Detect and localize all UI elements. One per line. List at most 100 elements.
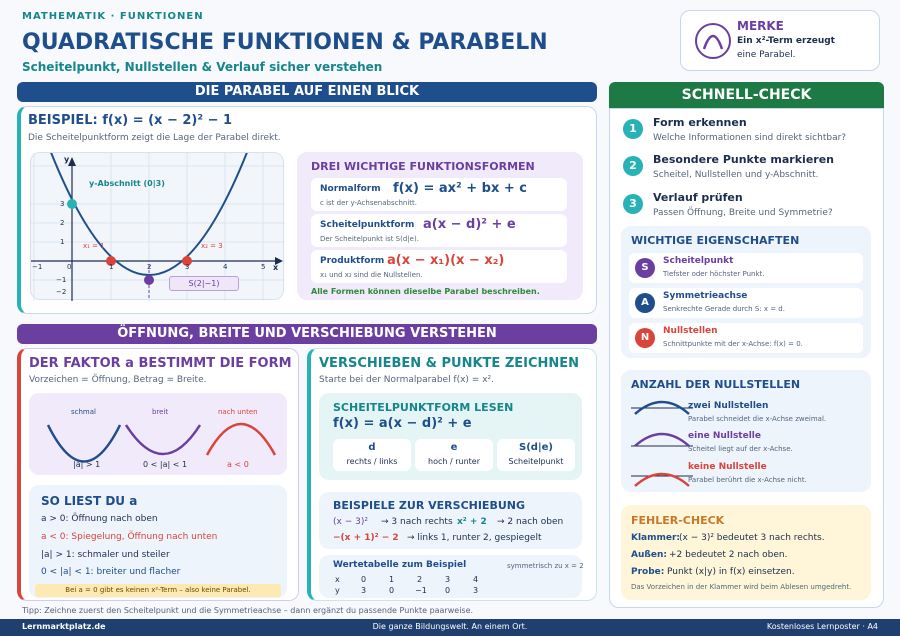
table-cell: 1	[389, 575, 395, 584]
form-note: x₁ und x₂ sind die Nullstellen.	[320, 271, 423, 279]
curve-condition: |a| > 1	[73, 460, 101, 469]
forms-box: DREI WICHTIGE FUNKTIONSFORMEN Normalform…	[297, 152, 583, 300]
error-label: Außen:	[631, 550, 667, 560]
merke-text-2: eine Parabel.	[737, 50, 796, 60]
zeros-item-desc: Parabel schneidet die x-Achse zweimal.	[688, 415, 827, 423]
example-formula: (x − 3)²	[333, 517, 368, 527]
x-tick: −1	[32, 263, 43, 271]
rule-item: a > 0: Öffnung nach oben	[41, 514, 158, 524]
page-subtitle: Scheitelpunkt, Nullstellen & Verlauf sic…	[22, 60, 383, 74]
zeros-title: ANZAHL DER NULLSTELLEN	[631, 378, 801, 391]
form-formula: f(x) = ax² + bx + c	[393, 181, 528, 196]
props-box: WICHTIGE EIGENSCHAFTEN S Scheitelpunkt T…	[621, 226, 871, 358]
step-number: 1	[623, 119, 643, 139]
graph-panel: y x y-Abschnitt (0|3) x₁ = 1 x₂ = 3 S(2|…	[30, 152, 285, 301]
form-formula: a(x − d)² + e	[423, 217, 516, 232]
zeros-icons	[631, 400, 693, 487]
zeros-item-desc: Scheitel liegt auf der x-Achse.	[688, 445, 793, 453]
prop-letter: A	[635, 293, 655, 313]
error-label: Klammer:	[631, 533, 681, 543]
step-title: Besondere Punkte markieren	[653, 153, 834, 166]
y-tick: 1	[60, 238, 65, 246]
factor-curves-box: schmal breit nach unten |a| > 1 0 < |a| …	[29, 393, 287, 475]
table-cell: 4	[473, 575, 479, 584]
table-cell: 0	[389, 586, 395, 595]
header-kicker: MATHEMATIK · FUNKTIONEN	[22, 11, 204, 22]
y-tick: 2	[60, 219, 65, 227]
section1-bar: DIE PARABEL AUF EINEN BLICK	[17, 82, 597, 102]
prop-desc: Senkrechte Gerade durch S: x = d.	[663, 305, 785, 313]
example-formula: −(x + 1)² − 2	[333, 533, 399, 543]
example-effect: → 3 nach rechts	[381, 517, 453, 527]
x-tick: 0	[67, 263, 72, 271]
example-title: BEISPIEL: f(x) = (x − 2)² − 1	[28, 113, 233, 128]
page-title: QUADRATISCHE FUNKTIONEN & PARABELN	[22, 30, 548, 55]
x-tick: 3	[185, 263, 190, 271]
step-desc: Passen Öffnung, Breite und Symmetrie?	[653, 208, 833, 218]
zeros-item-title: eine Nullstelle	[688, 431, 761, 441]
value-table-note: symmetrisch zu x = 2	[507, 562, 584, 570]
vertex-label: S(2|−1)	[169, 276, 239, 291]
footer-bar	[0, 619, 900, 636]
step-number: 3	[623, 194, 643, 214]
form-name: Normalform	[320, 184, 381, 194]
prop-desc: Schnittpunkte mit der x-Achse: f(x) = 0.	[663, 340, 803, 348]
factor-note: Bei a = 0 gibt es keinen x²-Term – also …	[35, 584, 281, 597]
errors-title: FEHLER-CHECK	[631, 514, 725, 527]
y-intercept-label: y-Abschnitt (0|3)	[89, 179, 165, 188]
value-table-title: Wertetabelle zum Beispiel	[333, 560, 467, 570]
param-desc: hoch / runter	[428, 457, 480, 466]
form-name: Scheitelpunktform	[320, 220, 415, 230]
read-a-box: SO LIEST DU a a > 0: Öffnung nach oben a…	[29, 485, 287, 598]
factor-curves	[46, 423, 277, 463]
merke-text-1: Ein x²-Term erzeugt	[737, 36, 835, 46]
curve-condition: 0 < |a| < 1	[143, 460, 188, 469]
zeros-item-desc: Parabel berührt die x-Achse nicht.	[688, 476, 807, 484]
parabola-graph	[31, 153, 285, 301]
error-text: Punkt (x|y) in f(x) einsetzen.	[667, 567, 795, 577]
table-cell: x	[335, 575, 340, 584]
param-symbol: e	[450, 442, 458, 453]
example-formula: x² + 2	[457, 517, 487, 527]
step-desc: Welche Informationen sind direkt sichtba…	[653, 133, 847, 143]
curve-condition: a < 0	[227, 460, 249, 469]
rule-item: |a| > 1: schmaler und steiler	[41, 550, 170, 560]
table-cell: 0	[361, 575, 367, 584]
forms-title: DREI WICHTIGE FUNKTIONSFORMEN	[311, 160, 535, 173]
section2-bar: ÖFFNUNG, BREITE UND VERSCHIEBUNG VERSTEH…	[17, 324, 597, 344]
vertex-form-formula: f(x) = a(x − d)² + e	[333, 416, 472, 431]
table-cell: 3	[445, 575, 451, 584]
read-a-title: SO LIEST DU a	[41, 494, 138, 508]
curve-label: schmal	[71, 408, 96, 416]
y-tick: −1	[56, 276, 67, 284]
parabola-icon	[695, 23, 731, 59]
param-desc: rechts / links	[346, 457, 398, 466]
table-cell: 0	[445, 586, 451, 595]
param-e: e hoch / runter	[415, 439, 493, 471]
form-product: Produktform a(x − x₁)(x − x₂) x₁ und x₂ …	[311, 250, 567, 283]
error-text: +2 bedeutet 2 nach oben.	[669, 550, 788, 560]
example-effect: → links 1, runter 2, gespiegelt	[407, 533, 542, 543]
errors-note: Das Vorzeichen in der Klammer wird beim …	[631, 583, 852, 591]
x-tick: 2	[147, 263, 152, 271]
x-tick: 4	[223, 263, 228, 271]
shift-desc: Starte bei der Normalparabel f(x) = x².	[319, 375, 494, 385]
x1-label: x₁ = 1	[83, 242, 105, 250]
zeros-item-title: zwei Nullstellen	[688, 401, 769, 411]
form-name: Produktform	[320, 256, 385, 266]
prop-item: N Nullstellen Schnittpunkte mit der x-Ac…	[629, 323, 863, 353]
param-symbol: S(d|e)	[519, 442, 553, 453]
step-title: Verlauf prüfen	[653, 191, 743, 204]
footer-brand: Lernmarktplatz.de	[22, 622, 106, 631]
shift-examples-box: BEISPIELE ZUR VERSCHIEBUNG (x − 3)² → 3 …	[319, 492, 582, 549]
factor-title: DER FAKTOR a BESTIMMT DIE FORM	[29, 356, 292, 371]
rule-item: 0 < |a| < 1: breiter und flacher	[41, 567, 181, 577]
curve-label: breit	[152, 408, 169, 416]
table-cell: y	[335, 586, 340, 595]
zeros-item-title: keine Nullstelle	[688, 462, 767, 472]
prop-letter: S	[635, 258, 655, 278]
x-tick: 1	[109, 263, 114, 271]
shift-examples-title: BEISPIELE ZUR VERSCHIEBUNG	[333, 499, 526, 512]
curve-label: nach unten	[218, 408, 258, 416]
shift-title: VERSCHIEBEN & PUNKTE ZEICHNEN	[319, 356, 580, 371]
